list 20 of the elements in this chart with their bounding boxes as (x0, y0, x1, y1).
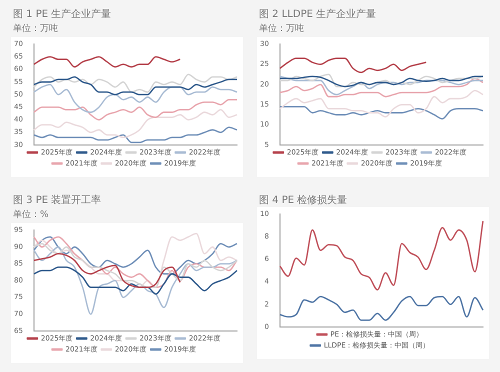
line-series (279, 58, 427, 74)
line-series (33, 98, 238, 120)
chart-title: 图 4 PE 检修损失量 (258, 194, 348, 207)
chart-subtitle: 单位：% (12, 208, 50, 222)
chart-subtitle: 单位：万吨 (258, 22, 305, 36)
line-series (33, 56, 181, 68)
line-series (279, 296, 484, 321)
line-series (33, 246, 238, 315)
chart-title: 图 1 PE 生产企业产量 (12, 8, 112, 21)
chart-title: 图 3 PE 装置开工率 (12, 194, 102, 207)
line-series (279, 106, 484, 120)
line-series (33, 266, 238, 295)
line-series (279, 90, 484, 118)
line-series (33, 253, 181, 288)
line-series (33, 236, 238, 275)
line-series (33, 84, 238, 113)
chart-title: 图 2 LLDPE 生产企业产量 (258, 8, 378, 21)
line-series (279, 220, 484, 290)
chart-subtitle: 单位：万吨 (12, 22, 59, 36)
line-series (33, 109, 238, 138)
